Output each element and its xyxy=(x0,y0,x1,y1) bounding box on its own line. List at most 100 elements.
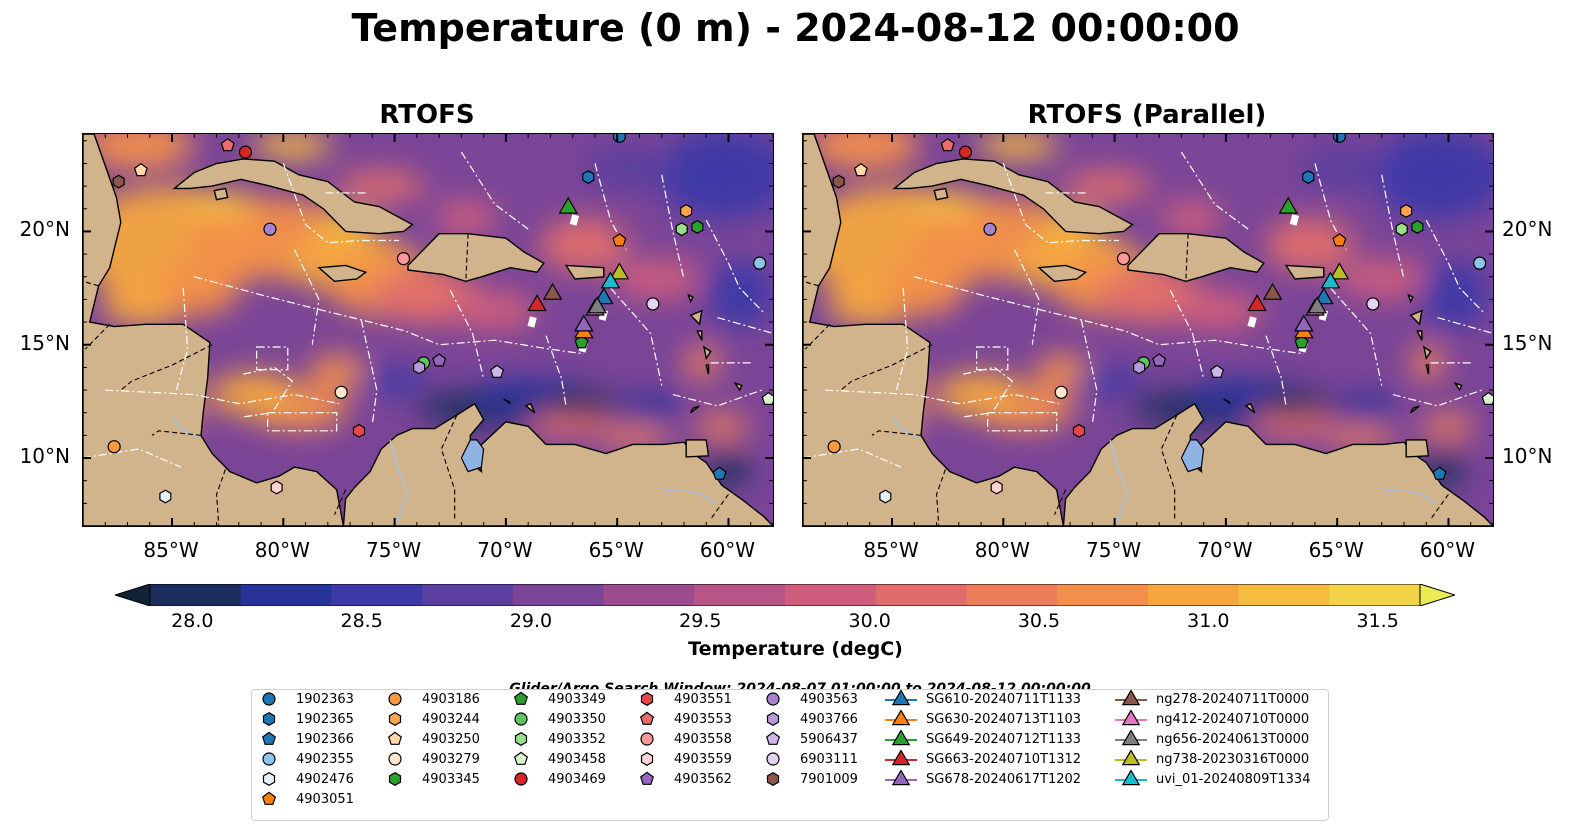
legend-label: 4903562 xyxy=(674,771,732,787)
border xyxy=(334,489,347,515)
legend-item: 4903051 xyxy=(260,789,354,809)
eez-boundary xyxy=(895,288,909,391)
pentagon-marker-icon xyxy=(513,691,529,705)
argo-float-4903458 xyxy=(761,391,773,405)
circle-marker-icon xyxy=(388,692,402,706)
x-tick-label: 85°W xyxy=(143,538,199,562)
legend-label: 5906437 xyxy=(800,731,858,747)
argo-float-4903562 xyxy=(1152,353,1167,367)
eez-boundary xyxy=(1437,316,1493,334)
legend-label: 4903250 xyxy=(422,731,480,747)
legend-label: SG663-20240710T1312 xyxy=(926,751,1082,767)
legend-item: 4903244 xyxy=(386,709,480,729)
circle-marker-icon xyxy=(766,752,780,766)
figure-title: Temperature (0 m) - 2024-08-12 00:00:00 xyxy=(351,6,1240,50)
argo-float-4903559 xyxy=(990,480,1003,495)
pentagon-icon xyxy=(765,731,781,745)
glider-uvi_01-20240809T1334 xyxy=(1320,271,1341,289)
legend-item: 4902476 xyxy=(260,769,354,789)
hexagon-marker-icon xyxy=(640,692,654,706)
legend-label: 4903766 xyxy=(800,711,858,727)
argo-float-4903563 xyxy=(263,222,277,236)
argo-float-1902365 xyxy=(1302,170,1315,185)
glider-SG663-20240710T1312 xyxy=(527,294,547,312)
legend-item: ng412-20240710T0000 xyxy=(1114,709,1309,729)
legend-item: 4903551 xyxy=(638,689,732,709)
glider-track xyxy=(569,214,580,226)
pentagon-marker-icon xyxy=(261,731,277,745)
argo-float-1902365 xyxy=(582,170,595,185)
legend-label: 4903551 xyxy=(674,691,732,707)
circle-icon xyxy=(388,692,402,706)
eez-boundary xyxy=(960,366,1014,418)
x-tick-label: 60°W xyxy=(699,538,756,562)
legend-label: SG678-20240617T1202 xyxy=(926,771,1082,787)
legend-label: 4902476 xyxy=(296,771,354,787)
pentagon-icon xyxy=(639,711,655,725)
argo-float-1902363 xyxy=(1332,134,1347,143)
legend-item: SG630-20240713T1103 xyxy=(884,709,1081,729)
colorbar-segment xyxy=(331,584,423,606)
glider-icon xyxy=(891,710,911,726)
colorbar xyxy=(115,584,1455,606)
colorbar-tick-label: 30.0 xyxy=(848,610,891,632)
argo-float-4903345 xyxy=(691,219,704,234)
pentagon-icon xyxy=(639,771,655,785)
pentagon-icon xyxy=(513,751,529,765)
hexagon-marker-icon xyxy=(640,752,654,766)
eez-boundary xyxy=(1002,163,1120,244)
argo-float-4903563 xyxy=(983,222,997,236)
legend-label: SG610-20240711T1133 xyxy=(926,691,1082,707)
colorbar-tick-label: 29.5 xyxy=(679,610,722,632)
y-tick-label-right: 15°N xyxy=(1502,330,1553,355)
land xyxy=(803,134,1493,526)
map-panel-rtofs[interactable] xyxy=(82,133,774,527)
argo-float-1902363 xyxy=(612,134,627,143)
pentagon-marker-icon xyxy=(387,731,403,745)
glider-icon xyxy=(891,730,911,746)
circle-marker-icon xyxy=(514,772,528,786)
border xyxy=(935,469,946,526)
legend-item: 4903186 xyxy=(386,689,480,709)
hexagon-icon xyxy=(640,692,654,706)
argo-float-6903111 xyxy=(646,297,660,311)
circle-icon xyxy=(388,752,402,766)
pentagon-icon xyxy=(387,731,403,745)
border xyxy=(151,430,202,436)
glider-ng278-20240711T0000 xyxy=(542,282,563,300)
circle-icon xyxy=(640,732,654,746)
argo-float-4902476 xyxy=(159,489,172,504)
hexagon-icon xyxy=(388,712,402,726)
glider-marker-icon xyxy=(1115,690,1147,706)
glider-ng656-20240613T0000 xyxy=(1307,296,1327,314)
map-panel-rtofs-parallel[interactable] xyxy=(802,133,1494,527)
legend-item: uvi_01-20240809T1334 xyxy=(1114,769,1310,789)
legend-item: SG678-20240617T1202 xyxy=(884,769,1081,789)
border xyxy=(840,344,933,391)
x-tick-label: 80°W xyxy=(254,538,310,562)
legend: 1902363 1902365 1902366 4902355 4902476 49030… xyxy=(251,689,1329,821)
frame-ticks xyxy=(803,134,1493,526)
argo-float-1902366 xyxy=(712,466,727,480)
circle-marker-icon xyxy=(766,692,780,706)
legend-label: 7901009 xyxy=(800,771,858,787)
temperature-field xyxy=(83,134,773,526)
argo-float-4903551 xyxy=(352,423,366,438)
border xyxy=(871,430,922,436)
hexagon-marker-icon xyxy=(388,712,402,726)
argo-float-4903559 xyxy=(270,480,283,495)
eez-boundary xyxy=(914,276,1304,355)
eez-boundary xyxy=(717,316,773,334)
eez-block xyxy=(987,412,1058,432)
argo-float-4902355 xyxy=(1473,256,1487,270)
legend-item: 4902355 xyxy=(260,749,354,769)
eez-boundary xyxy=(1381,174,1405,280)
eez-boundary xyxy=(83,448,182,468)
argo-float-5906437 xyxy=(1209,364,1225,378)
land xyxy=(83,134,773,526)
legend-item: 4903766 xyxy=(764,709,858,729)
hexagon-marker-icon xyxy=(388,772,402,786)
legend-label: 6903111 xyxy=(800,751,858,767)
border xyxy=(804,323,831,350)
eez-boundary xyxy=(460,151,529,230)
